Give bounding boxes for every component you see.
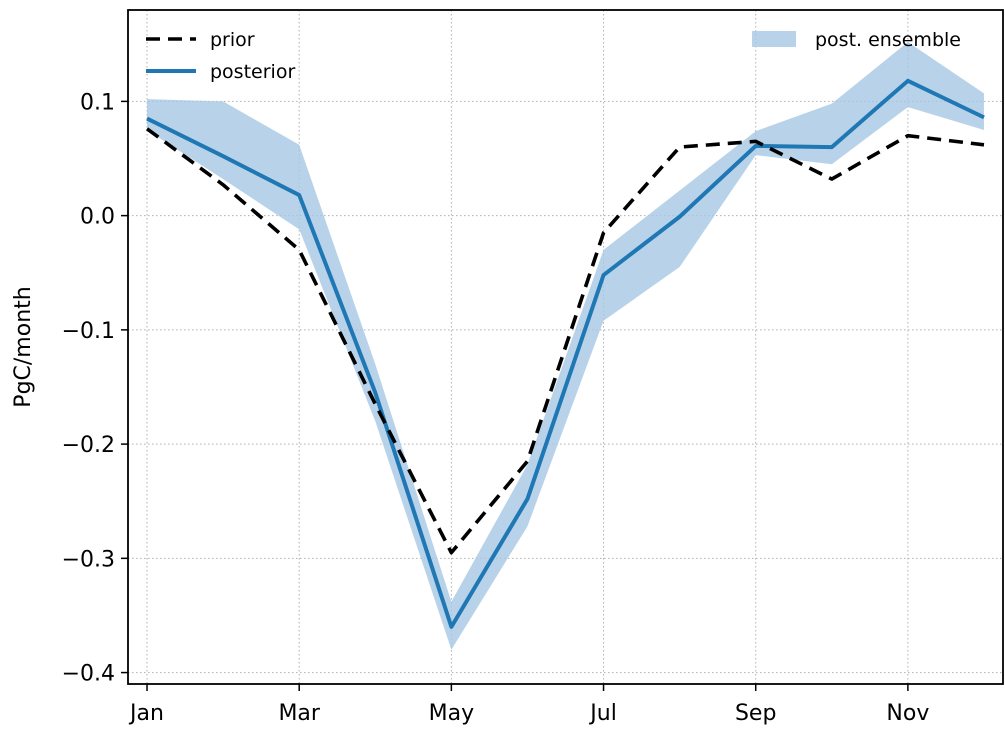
legend-right: post. ensemble: [752, 29, 961, 51]
series-prior-line: [145, 127, 985, 555]
legend-posterior-label: posterior: [210, 61, 295, 83]
x-tick-label: Jul: [588, 701, 617, 726]
x-tick-label: Mar: [278, 701, 320, 726]
y-tick-label: −0.1: [62, 319, 115, 344]
y-axis-label: PgC/month: [11, 286, 36, 407]
legend-left: prior posterior: [146, 29, 295, 83]
grid: [128, 10, 1003, 684]
y-tick-label: −0.4: [62, 662, 115, 687]
legend-ensemble-swatch: [752, 31, 796, 47]
x-tick-label: Jan: [128, 701, 164, 726]
x-tick-label: Sep: [735, 701, 776, 726]
series-posterior-line: [146, 78, 985, 629]
legend-prior-label: prior: [210, 29, 255, 51]
y-tick-label: 0.0: [80, 205, 115, 230]
legend-ensemble-label: post. ensemble: [815, 29, 961, 51]
axis-ticks: Jan Mar May Jul Sep Nov −0.4 −0.3 −0.2 −0.1 0.0 0.1: [62, 90, 930, 726]
ensemble-band-layer: [147, 41, 984, 650]
lines-layer: [145, 78, 985, 629]
y-tick-label: −0.3: [62, 547, 115, 572]
x-tick-label: May: [429, 701, 474, 726]
y-tick-label: −0.2: [62, 433, 115, 458]
plot-frame: [127, 9, 1004, 685]
ensemble-band: [147, 41, 984, 650]
x-tick-label: Nov: [886, 701, 929, 726]
y-tick-label: 0.1: [80, 90, 115, 115]
